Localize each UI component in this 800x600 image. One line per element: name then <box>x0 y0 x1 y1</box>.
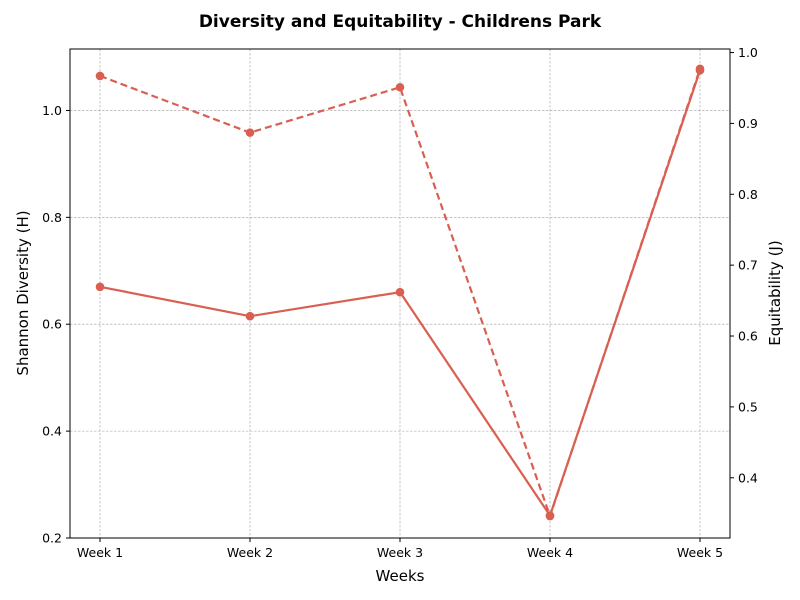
equitability-point <box>545 511 555 521</box>
chart-title: Diversity and Equitability - Childrens P… <box>199 12 602 32</box>
y2-tick-label: 0.6 <box>738 329 758 344</box>
y-tick-label: 0.6 <box>42 317 62 332</box>
x-tick-label: Week 4 <box>527 545 573 560</box>
x-axis-label: Weeks <box>376 567 425 585</box>
equitability-point <box>95 71 105 81</box>
diversity-point <box>245 311 255 321</box>
equitability-line <box>99 68 702 518</box>
x-tick-label: Week 2 <box>227 545 273 560</box>
x-tick-label: Week 1 <box>77 545 123 560</box>
y-tick-label: 1.0 <box>42 103 62 118</box>
y2-tick-label: 0.4 <box>738 470 758 485</box>
y-tick-label: 0.4 <box>42 424 62 439</box>
series <box>95 64 705 521</box>
y2-axis-label: Equitability (J) <box>766 240 784 345</box>
equitability-point <box>395 82 405 92</box>
equitability-point <box>245 128 255 137</box>
x-tick-label: Week 3 <box>377 545 423 560</box>
y2-tick-label: 0.9 <box>738 116 758 131</box>
axes: Week 1 Week 2 Week 3 Week 4 Week 5 0.2 0.4 0.6 0… <box>42 45 758 560</box>
y-axis-label: Shannon Diversity (H) <box>14 210 32 375</box>
diversity-point <box>95 282 105 292</box>
y2-tick-label: 1.0 <box>738 45 758 60</box>
x-tick-label: Week 5 <box>677 545 723 560</box>
y2-tick-label: 0.7 <box>738 258 758 273</box>
y2-tick-label: 0.5 <box>738 399 758 414</box>
diversity-point <box>395 287 405 297</box>
equitability-point <box>695 64 705 74</box>
y-tick-label: 0.8 <box>42 210 62 225</box>
y2-tick-label: 0.8 <box>738 187 758 202</box>
y-tick-label: 0.2 <box>42 531 62 546</box>
